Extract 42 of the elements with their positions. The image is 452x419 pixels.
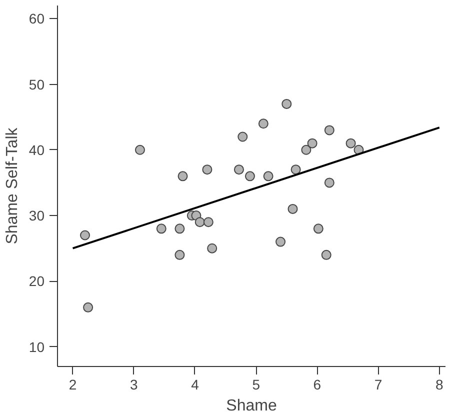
point bbox=[258, 118, 268, 129]
x-tick-label: 4 bbox=[191, 376, 200, 392]
point bbox=[80, 230, 90, 240]
point bbox=[346, 138, 356, 148]
point bbox=[282, 98, 292, 109]
x-tick-label: 5 bbox=[252, 376, 260, 392]
point bbox=[203, 217, 214, 228]
point bbox=[174, 250, 185, 260]
point bbox=[324, 125, 334, 136]
point bbox=[194, 217, 205, 228]
point bbox=[276, 236, 286, 247]
y-tick-label: 10 bbox=[28, 338, 45, 355]
y-tick-label: 50 bbox=[28, 76, 45, 92]
x-tick-label: 8 bbox=[435, 376, 444, 392]
point bbox=[321, 250, 332, 260]
point bbox=[238, 132, 248, 142]
x-tick-label: 6 bbox=[313, 376, 322, 392]
point bbox=[178, 171, 188, 182]
point bbox=[156, 224, 166, 234]
point bbox=[234, 164, 244, 175]
point bbox=[83, 302, 94, 312]
point bbox=[202, 164, 212, 175]
point bbox=[244, 171, 255, 182]
point bbox=[134, 144, 145, 155]
point bbox=[263, 171, 274, 182]
y-tick-label: 40 bbox=[28, 142, 45, 158]
x-tick-label: 7 bbox=[374, 376, 382, 392]
x-axis-title: Shame bbox=[226, 398, 277, 414]
point bbox=[313, 224, 324, 234]
point bbox=[288, 204, 298, 214]
point bbox=[307, 138, 318, 148]
point bbox=[290, 164, 301, 175]
y-axis-title: Shame Self-Talk bbox=[4, 126, 21, 244]
point bbox=[174, 224, 185, 234]
point bbox=[301, 144, 312, 155]
y-tick-label: 20 bbox=[28, 273, 45, 290]
point bbox=[324, 178, 334, 188]
y-tick-label: 30 bbox=[28, 208, 45, 224]
point bbox=[207, 243, 218, 254]
x-tick-label: 2 bbox=[68, 376, 77, 392]
y-tick-label: 60 bbox=[28, 10, 45, 27]
x-tick-label: 3 bbox=[130, 376, 138, 392]
